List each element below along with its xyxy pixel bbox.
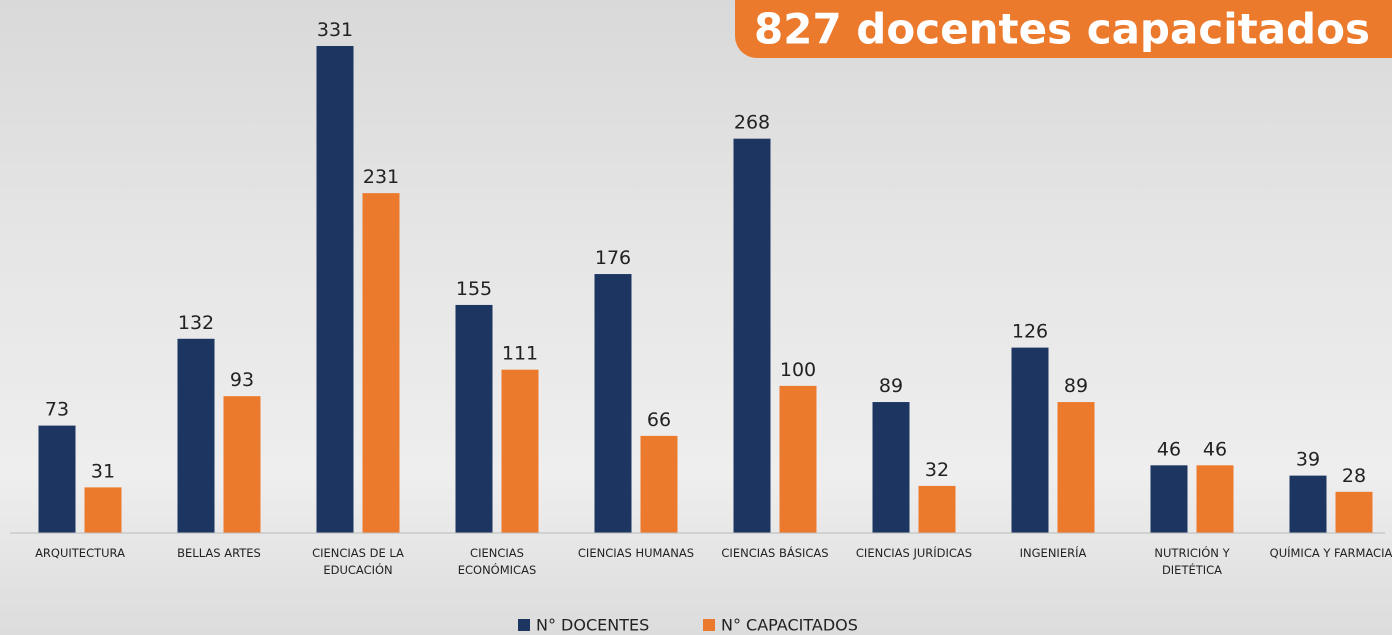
bar: [501, 369, 539, 533]
title-banner: [735, 0, 1392, 58]
chart-title: 827 docentes capacitados: [754, 5, 1370, 54]
value-label: 46: [1203, 438, 1227, 460]
x-tick-label: QUÍMICA Y FARMACIA: [1269, 546, 1392, 560]
bar: [177, 338, 215, 533]
x-tick-label: CIENCIAS JURÍDICAS: [855, 546, 973, 560]
bar: [594, 274, 632, 533]
bar: [38, 425, 76, 533]
bar: [779, 385, 817, 533]
bar: [1335, 491, 1373, 533]
x-tick-label: CIENCIAS BÁSICAS: [721, 546, 829, 560]
value-label: 66: [647, 409, 671, 431]
bar: [1011, 347, 1049, 533]
value-label: 28: [1342, 465, 1366, 487]
value-label: 73: [45, 399, 69, 421]
bar: [872, 402, 910, 533]
bar: [362, 193, 400, 533]
x-tick-label: CIENCIAS DE LA EDUCACIÓN: [312, 546, 404, 577]
bar: [733, 138, 771, 534]
bar: [316, 46, 354, 533]
value-label: 93: [230, 369, 254, 391]
value-label: 32: [925, 459, 949, 481]
legend-swatch: [518, 619, 530, 631]
bar: [223, 396, 261, 533]
value-label: 100: [780, 359, 816, 381]
x-tick-label: CIENCIAS ECONÓMICAS: [457, 546, 537, 577]
bar: [640, 435, 678, 533]
bar: [918, 485, 956, 533]
bar: [1150, 465, 1188, 533]
value-label: 231: [363, 166, 399, 188]
x-tick-label: INGENIERÍA: [1019, 546, 1087, 560]
value-label: 126: [1012, 321, 1048, 343]
bar: [84, 487, 122, 533]
value-label: 155: [456, 278, 492, 300]
value-label: 89: [1064, 375, 1088, 397]
value-label: 31: [91, 460, 115, 482]
x-tick-label: CIENCIAS HUMANAS: [577, 546, 695, 560]
value-label: 46: [1157, 438, 1181, 460]
bar: [455, 304, 493, 533]
value-label: 132: [178, 312, 214, 334]
x-tick-label: ARQUITECTURA: [35, 546, 125, 560]
value-label: 89: [879, 375, 903, 397]
x-tick-label: BELLAS ARTES: [177, 546, 261, 560]
value-label: 268: [734, 112, 770, 134]
value-label: 331: [317, 19, 353, 41]
bar: [1196, 465, 1234, 533]
bar: [1289, 475, 1327, 533]
bar: [1057, 402, 1095, 533]
x-tick-label: NUTRICIÓN Y DIETÉTICA: [1154, 546, 1230, 577]
value-label: 39: [1296, 449, 1320, 471]
value-label: 176: [595, 247, 631, 269]
legend-swatch: [703, 619, 715, 631]
legend-label: N° CAPACITADOS: [721, 616, 858, 635]
value-label: 111: [502, 343, 538, 365]
legend-label: N° DOCENTES: [536, 616, 649, 635]
